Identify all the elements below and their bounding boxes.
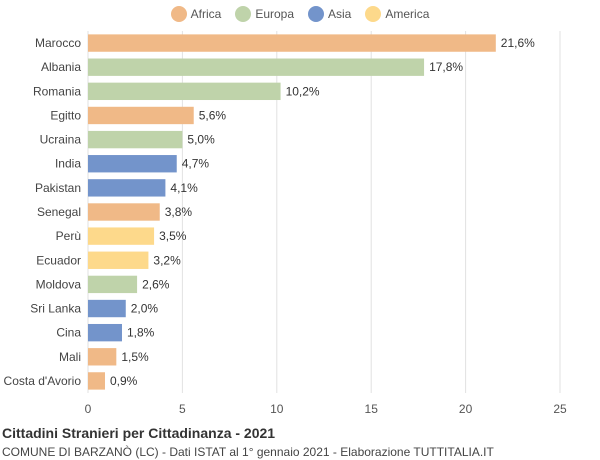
- legend-item-europa: Europa: [235, 6, 294, 22]
- bar: [88, 106, 194, 125]
- bar: [88, 323, 122, 342]
- data-label: 4,7%: [182, 157, 210, 171]
- data-label: 5,6%: [199, 108, 227, 122]
- category-label: Perù: [56, 229, 81, 243]
- data-label: 1,5%: [121, 350, 149, 364]
- bar: [88, 58, 425, 76]
- bar: [88, 34, 496, 52]
- x-tick-label: 15: [365, 402, 379, 416]
- category-label: Albania: [41, 60, 81, 74]
- legend-item-asia: Asia: [308, 6, 351, 22]
- bar: [88, 251, 149, 269]
- category-label: Costa d'Avorio: [4, 374, 82, 388]
- category-label: Pakistan: [35, 181, 81, 195]
- legend-label-asia: Asia: [328, 7, 352, 21]
- data-label: 17,8%: [429, 60, 463, 74]
- data-label: 21,6%: [501, 36, 535, 50]
- bar: [88, 155, 177, 173]
- bar: [88, 130, 183, 149]
- category-label: Sri Lanka: [30, 302, 81, 316]
- category-label: Ecuador: [36, 253, 81, 267]
- category-label: Senegal: [37, 205, 81, 219]
- bar: [88, 348, 117, 366]
- legend-label-europa: Europa: [255, 7, 295, 21]
- x-tick-label: 5: [179, 402, 186, 416]
- legend-label-america: America: [385, 7, 430, 21]
- category-label: Ucraina: [40, 133, 82, 147]
- data-label: 2,0%: [131, 302, 159, 316]
- category-label: Egitto: [50, 108, 81, 122]
- data-label: 4,1%: [170, 181, 198, 195]
- x-tick-label: 0: [85, 402, 92, 416]
- x-tick-label: 10: [270, 402, 284, 416]
- data-label: 0,9%: [110, 374, 138, 388]
- category-label: Moldova: [36, 277, 82, 291]
- x-tick-label: 20: [459, 402, 473, 416]
- legend-label-africa: Africa: [190, 7, 222, 21]
- chart-legend: Africa Europa Asia America: [0, 6, 600, 22]
- bar: [88, 82, 281, 101]
- legend-swatch-europa: [235, 6, 252, 22]
- data-label: 10,2%: [286, 84, 320, 98]
- bar: [88, 179, 166, 197]
- legend-swatch-asia: [308, 6, 325, 22]
- legend-swatch-africa: [170, 6, 187, 22]
- category-label: Cina: [56, 326, 81, 340]
- data-label: 3,5%: [159, 229, 187, 243]
- category-label: India: [55, 157, 81, 171]
- legend-item-america: America: [365, 6, 429, 22]
- bar: [88, 227, 155, 245]
- legend-item-africa: Africa: [170, 6, 222, 22]
- category-label: Romania: [33, 84, 81, 98]
- bar-chart: 0 5 10 15 20 25 Marocco 21,6% Albania 17,8% Romani…: [4, 31, 567, 416]
- bar: [88, 203, 160, 221]
- data-label: 3,8%: [165, 205, 193, 219]
- x-tick-label: 25: [553, 402, 567, 416]
- chart-subtitle: COMUNE DI BARZANÒ (LC) - Dati ISTAT al 1…: [2, 445, 494, 459]
- data-label: 2,6%: [142, 277, 170, 291]
- data-label: 5,0%: [187, 133, 215, 147]
- bar: [88, 372, 105, 390]
- bar: [88, 299, 126, 318]
- category-label: Marocco: [35, 36, 81, 50]
- legend-swatch-america: [365, 6, 382, 22]
- category-label: Mali: [59, 350, 81, 364]
- data-label: 3,2%: [153, 253, 181, 267]
- bar: [88, 275, 138, 294]
- data-label: 1,8%: [127, 326, 155, 340]
- chart-title: Cittadini Stranieri per Cittadinanza - 2…: [2, 425, 276, 441]
